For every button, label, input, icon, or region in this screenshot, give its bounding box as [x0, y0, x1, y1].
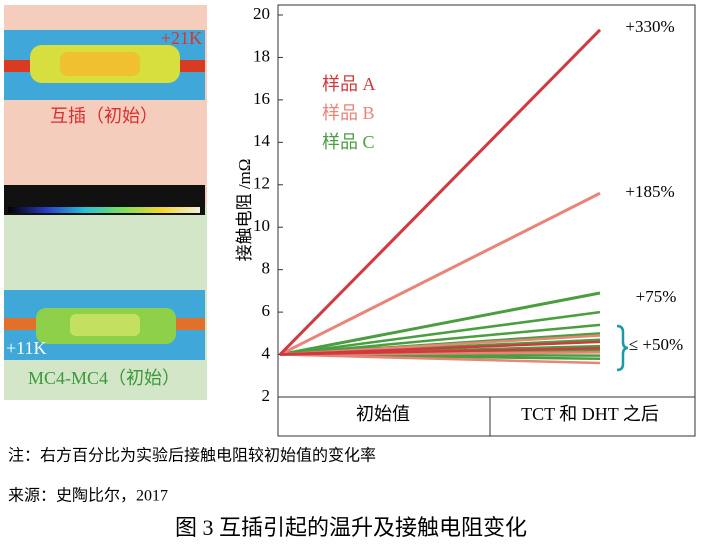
series-line [279, 346, 601, 356]
y-tick-label: 14 [253, 131, 271, 150]
annotation: +75% [636, 287, 677, 306]
y-axis-label: 接触电阻 /mΩ [235, 159, 254, 262]
colorbar [8, 207, 200, 213]
image-label: MC4-MC4（初始） [28, 368, 180, 388]
y-tick-label: 20 [253, 4, 270, 23]
series-line [279, 323, 601, 356]
thermal-core [70, 314, 140, 336]
delta-label: +11K [6, 338, 46, 358]
annotation: +185% [625, 182, 674, 201]
legend-entry: 样品 C [322, 132, 375, 152]
legend-entry: 样品 A [322, 74, 376, 94]
annotation: +330% [625, 17, 674, 36]
x-tick-label: 初始值 [356, 404, 410, 424]
caption: 图 3 互插引起的温升及接触电阻变化 [175, 515, 527, 540]
annotation: ≤ +50% [629, 335, 683, 354]
y-tick-label: 6 [262, 301, 271, 320]
source: 来源：史陶比尔，2017 [8, 487, 168, 505]
y-tick-label: 10 [253, 216, 270, 235]
series-line [279, 191, 601, 356]
series-line [278, 28, 602, 356]
y-tick-label: 16 [253, 89, 270, 108]
delta-label: +21K [161, 28, 202, 48]
y-tick-label: 18 [253, 46, 270, 65]
y-tick-label: 8 [262, 259, 271, 278]
y-tick-label: 12 [253, 174, 270, 193]
series-line [279, 353, 601, 365]
series-line [279, 310, 601, 356]
legend-entry: 样品 B [322, 103, 375, 123]
y-tick-label: 4 [262, 343, 271, 362]
thermal-core [60, 52, 140, 76]
brace [616, 324, 629, 372]
image-label: 互插（初始） [50, 106, 158, 126]
chart-frame [277, 4, 696, 437]
note: 注：右方百分比为实验后接触电阻较初始值的变化率 [8, 447, 376, 465]
y-tick-label: 2 [262, 386, 271, 405]
series-line [279, 291, 601, 357]
x-tick-label: TCT 和 DHT 之后 [521, 404, 659, 424]
